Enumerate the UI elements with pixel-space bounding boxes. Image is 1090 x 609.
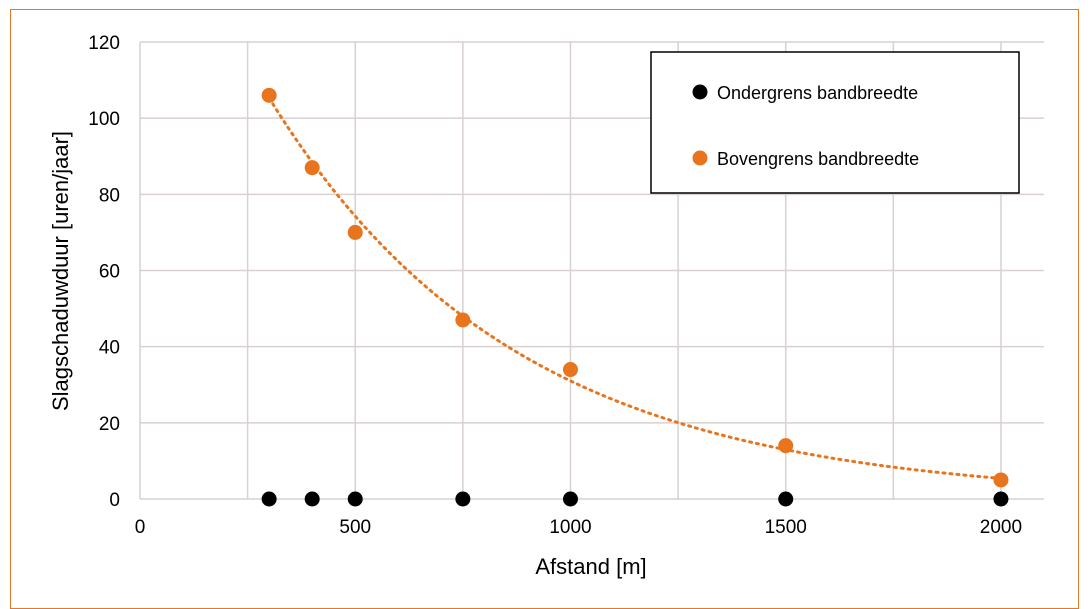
point-bovengrens [993, 472, 1009, 488]
point-bovengrens [347, 224, 363, 240]
point-ondergrens [778, 491, 794, 507]
y-tick-label: 0 [109, 490, 120, 511]
point-ondergrens [347, 491, 363, 507]
x-tick-label: 1000 [549, 517, 591, 538]
point-ondergrens [993, 491, 1009, 507]
y-tick-label: 60 [99, 262, 120, 283]
legend: Ondergrens bandbreedte Bovengrens bandbre… [650, 51, 1020, 194]
legend-marker [692, 150, 708, 166]
trendline [267, 96, 1003, 480]
point-bovengrens [778, 438, 794, 454]
x-axis-title: Afstand [m] [535, 554, 646, 579]
y-tick-label: 120 [88, 33, 120, 54]
y-axis-title: Slagschaduwduur [uren/jaar] [48, 131, 73, 411]
point-ondergrens [455, 491, 471, 507]
y-tick-label: 100 [88, 109, 120, 130]
x-tick-label: 0 [135, 517, 146, 538]
tick-labels: 0 500 1000 1500 2000 0 20 40 60 80 100 120 [88, 33, 1022, 538]
legend-marker [692, 84, 708, 100]
point-bovengrens [562, 362, 578, 378]
point-ondergrens [261, 491, 277, 507]
point-bovengrens [455, 312, 471, 328]
legend-label: Bovengrens bandbreedte [717, 149, 919, 169]
x-tick-label: 2000 [980, 517, 1022, 538]
points-layer [261, 87, 1009, 507]
y-tick-label: 80 [99, 185, 120, 206]
point-ondergrens [304, 491, 320, 507]
x-tick-label: 500 [339, 517, 371, 538]
point-bovengrens [304, 160, 320, 176]
point-ondergrens [562, 491, 578, 507]
x-tick-label: 1500 [765, 517, 807, 538]
legend-box [650, 51, 1020, 194]
y-tick-label: 20 [99, 414, 120, 435]
legend-label: Ondergrens bandbreedte [717, 83, 918, 103]
y-tick-label: 40 [99, 338, 120, 359]
trendline-layer [267, 96, 1003, 480]
point-bovengrens [261, 87, 277, 103]
